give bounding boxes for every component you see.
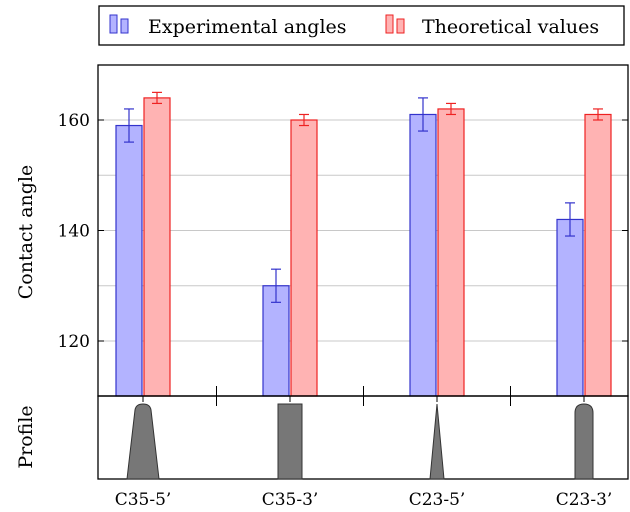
profile-frame (97, 395, 629, 480)
legend-label-experimental: Experimental angles (148, 16, 347, 38)
profile-shape-tapered-rounded-top (126, 403, 160, 480)
error-bar (299, 113, 309, 127)
bar-experimental (409, 113, 437, 397)
x-tick-label: C35-3’ (262, 490, 319, 510)
bar-experimental (115, 124, 143, 397)
x-tick-label: C35-5’ (115, 490, 172, 510)
error-bar (418, 97, 428, 132)
profile-shape-cone (429, 403, 445, 480)
error-bar (271, 268, 281, 303)
y-axis-label: Contact angle (15, 165, 37, 300)
y-tick-label: 120 (58, 332, 90, 352)
bar-experimental (556, 218, 584, 397)
bar-theoretical (437, 108, 465, 397)
legend-swatch-experimental (109, 14, 129, 34)
legend-label-theoretical: Theoretical values (422, 16, 599, 38)
profile-axis-label: Profile (15, 405, 37, 468)
bar-theoretical (584, 113, 612, 397)
profile-shape-rectangle (277, 403, 303, 480)
x-axis-tick-labels: C35-5’ C35-3’ C23-5’ C23-3’ (115, 490, 613, 510)
x-tick-label: C23-3’ (556, 490, 613, 510)
profiles (126, 403, 594, 480)
y-axis-ticks: 120 140 160 (58, 111, 628, 352)
profile-shape-rounded-top-pillar (574, 403, 594, 480)
legend-box (98, 5, 625, 46)
y-tick-label: 160 (58, 111, 90, 131)
gridlines (98, 119, 628, 342)
bar-theoretical (143, 97, 171, 397)
profile-ticks (142, 386, 585, 479)
bars (115, 97, 612, 397)
y-tick-label: 140 (58, 222, 90, 242)
error-bar (565, 202, 575, 237)
error-bar (446, 102, 456, 116)
error-bars (124, 91, 603, 303)
error-bar (124, 108, 134, 143)
legend-swatch-theoretical (385, 14, 405, 34)
bar-theoretical (290, 119, 318, 397)
x-tick-label: C23-5’ (409, 490, 466, 510)
error-bar (593, 108, 603, 121)
legend: Experimental angles Theoretical values (98, 5, 625, 46)
error-bar (152, 91, 162, 105)
